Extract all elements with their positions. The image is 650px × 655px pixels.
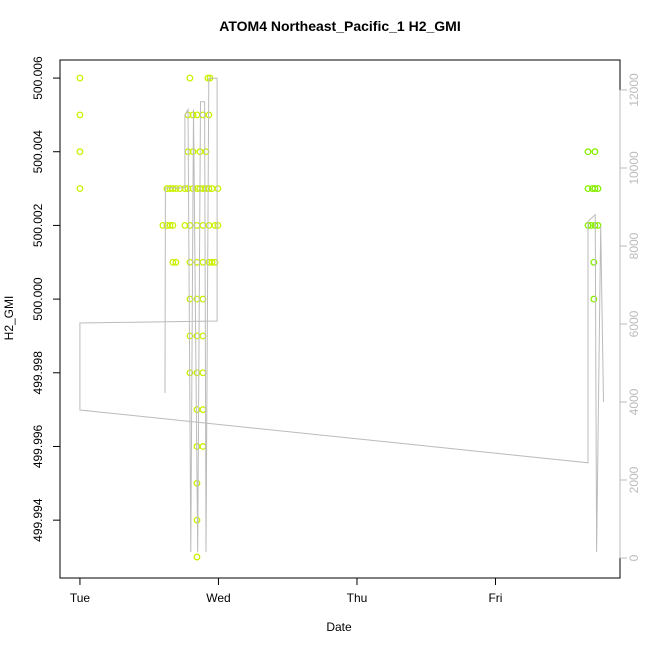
scatter-point [169, 258, 177, 266]
scatter-point [76, 111, 84, 119]
y2-tick-label: 0 [627, 554, 641, 561]
scatter-point [172, 258, 180, 266]
scatter-point [214, 221, 222, 229]
scatter-point [199, 295, 207, 303]
scatter-point [584, 185, 592, 193]
y-tick-label: 500.006 [31, 56, 45, 100]
line-series [79, 77, 604, 553]
y-tick-label: 499.994 [31, 498, 45, 542]
scatter-point [193, 553, 201, 561]
scatter-point [169, 185, 177, 193]
y2-tick-label: 10000 [627, 151, 641, 185]
x-tick-label: Wed [206, 591, 230, 605]
x-tick-label: Tue [70, 591, 91, 605]
scatter-point [591, 185, 599, 193]
scatter-point [166, 221, 174, 229]
y-axis-label: H2_GMI [2, 296, 16, 341]
x-tick-label: Thu [347, 591, 368, 605]
y2-tick-label: 8000 [627, 232, 641, 259]
x-axis-label: Date [326, 620, 352, 634]
scatter-point [211, 258, 219, 266]
scatter-point [214, 185, 222, 193]
scatter-point [76, 148, 84, 156]
scatter-point [584, 148, 592, 156]
scatter-point [76, 185, 84, 193]
y-tick-label: 500.004 [31, 130, 45, 174]
scatter-point [169, 221, 177, 229]
y2-tick-label: 12000 [627, 73, 641, 107]
y2-tick-label: 2000 [627, 466, 641, 493]
x-tick-label: Fri [488, 591, 502, 605]
scatter-point [172, 185, 180, 193]
scatter-point [211, 221, 219, 229]
y-tick-label: 499.996 [31, 424, 45, 468]
scatter-point [186, 74, 194, 82]
scatter-point [205, 185, 213, 193]
scatter-point [590, 258, 598, 266]
y-tick-label: 499.998 [31, 351, 45, 395]
y2-tick-label: 6000 [627, 310, 641, 337]
scatter-point [591, 148, 599, 156]
scatter-point [76, 74, 84, 82]
chart-title: ATOM4 Northeast_Pacific_1 H2_GMI [219, 18, 460, 34]
scatter-point [594, 185, 602, 193]
y-tick-label: 500.002 [31, 203, 45, 247]
scatter-point [590, 295, 598, 303]
y2-tick-label: 4000 [627, 388, 641, 415]
y-tick-label: 500.000 [31, 277, 45, 321]
scatter-point [208, 258, 216, 266]
